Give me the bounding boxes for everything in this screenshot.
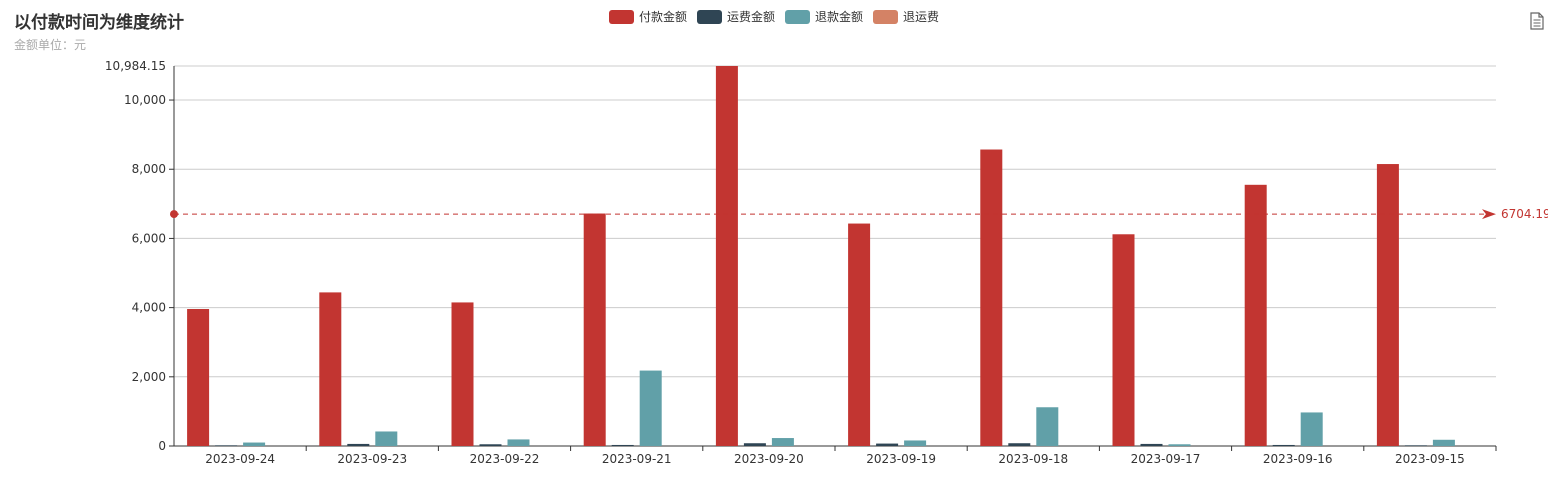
x-tick-label: 2023-09-15 — [1395, 452, 1465, 466]
legend-item[interactable]: 付款金额 — [608, 8, 687, 25]
legend: 付款金额 运费金额 退款金额 退运费 — [0, 8, 1548, 25]
bar — [1272, 444, 1295, 446]
y-tick-label: 10,984.15 — [105, 59, 166, 73]
legend-swatch — [696, 9, 722, 24]
y-tick-label: 0 — [158, 439, 166, 453]
legend-label: 退款金额 — [815, 10, 864, 24]
bar — [479, 444, 502, 446]
bar — [848, 223, 871, 446]
legend-item[interactable]: 退款金额 — [785, 8, 863, 25]
bar — [1376, 164, 1399, 446]
y-tick-label: 2,000 — [132, 370, 166, 384]
legend-label: 付款金额 — [638, 10, 687, 24]
x-tick-label: 2023-09-20 — [734, 452, 804, 466]
legend-swatch — [785, 9, 810, 24]
y-tick-label: 6,000 — [132, 231, 166, 245]
bar — [583, 213, 606, 446]
average-line-label: 6704.19 — [1501, 207, 1548, 221]
bar — [980, 149, 1003, 446]
bar — [1036, 407, 1059, 446]
legend-item[interactable]: 退运费 — [873, 8, 939, 25]
bar — [507, 439, 530, 446]
legend-label: 运费金额 — [726, 10, 775, 24]
bar — [1404, 445, 1427, 446]
bar — [215, 445, 238, 446]
bar — [243, 442, 266, 446]
bar — [904, 440, 927, 446]
bar — [1432, 439, 1455, 446]
bar — [1244, 184, 1267, 446]
bar — [771, 438, 794, 446]
chart-title: 以付款时间为维度统计 — [14, 13, 184, 33]
x-tick-label: 2023-09-19 — [866, 452, 936, 466]
bar — [611, 444, 634, 446]
y-tick-label: 8,000 — [132, 162, 166, 176]
bar — [451, 302, 474, 446]
legend-swatch — [608, 9, 634, 24]
bar — [319, 292, 342, 446]
y-tick-label: 10,000 — [124, 93, 166, 107]
bar — [1168, 444, 1191, 446]
bar — [743, 443, 766, 446]
x-tick-label: 2023-09-16 — [1263, 452, 1333, 466]
data-view-icon[interactable] — [1530, 12, 1544, 30]
chart-subtitle: 金额单位：元 — [14, 38, 87, 52]
x-tick-label: 2023-09-22 — [470, 452, 540, 466]
legend-swatch — [873, 9, 899, 24]
y-tick-label: 4,000 — [132, 301, 166, 315]
x-tick-label: 2023-09-21 — [602, 452, 672, 466]
x-tick-label: 2023-09-23 — [337, 452, 407, 466]
bar — [375, 431, 398, 446]
x-tick-label: 2023-09-18 — [998, 452, 1068, 466]
bar — [876, 443, 899, 446]
bar — [1008, 443, 1031, 446]
bar — [187, 309, 210, 446]
legend-label: 退运费 — [903, 10, 940, 24]
x-tick-label: 2023-09-17 — [1131, 452, 1201, 466]
bar — [347, 443, 370, 446]
average-line-start-marker — [170, 210, 178, 219]
average-line-arrow — [1482, 209, 1496, 220]
bar — [1112, 234, 1135, 446]
bar — [1300, 412, 1323, 446]
bar — [1140, 443, 1163, 446]
x-tick-label: 2023-09-24 — [205, 452, 275, 466]
legend-item[interactable]: 运费金额 — [696, 8, 775, 25]
bar — [715, 66, 738, 446]
bar — [639, 370, 662, 446]
